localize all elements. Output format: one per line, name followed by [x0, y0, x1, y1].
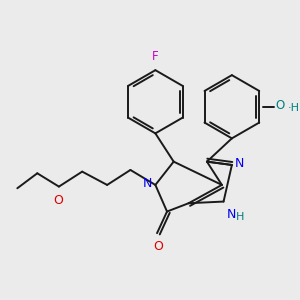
Text: H: H	[236, 212, 244, 222]
Text: N: N	[227, 208, 236, 220]
Text: O: O	[153, 240, 163, 253]
Text: N: N	[235, 157, 244, 170]
Text: N: N	[143, 177, 152, 190]
Text: ·H: ·H	[287, 103, 299, 113]
Text: F: F	[152, 50, 159, 63]
Text: O: O	[53, 194, 63, 207]
Text: O: O	[275, 99, 284, 112]
